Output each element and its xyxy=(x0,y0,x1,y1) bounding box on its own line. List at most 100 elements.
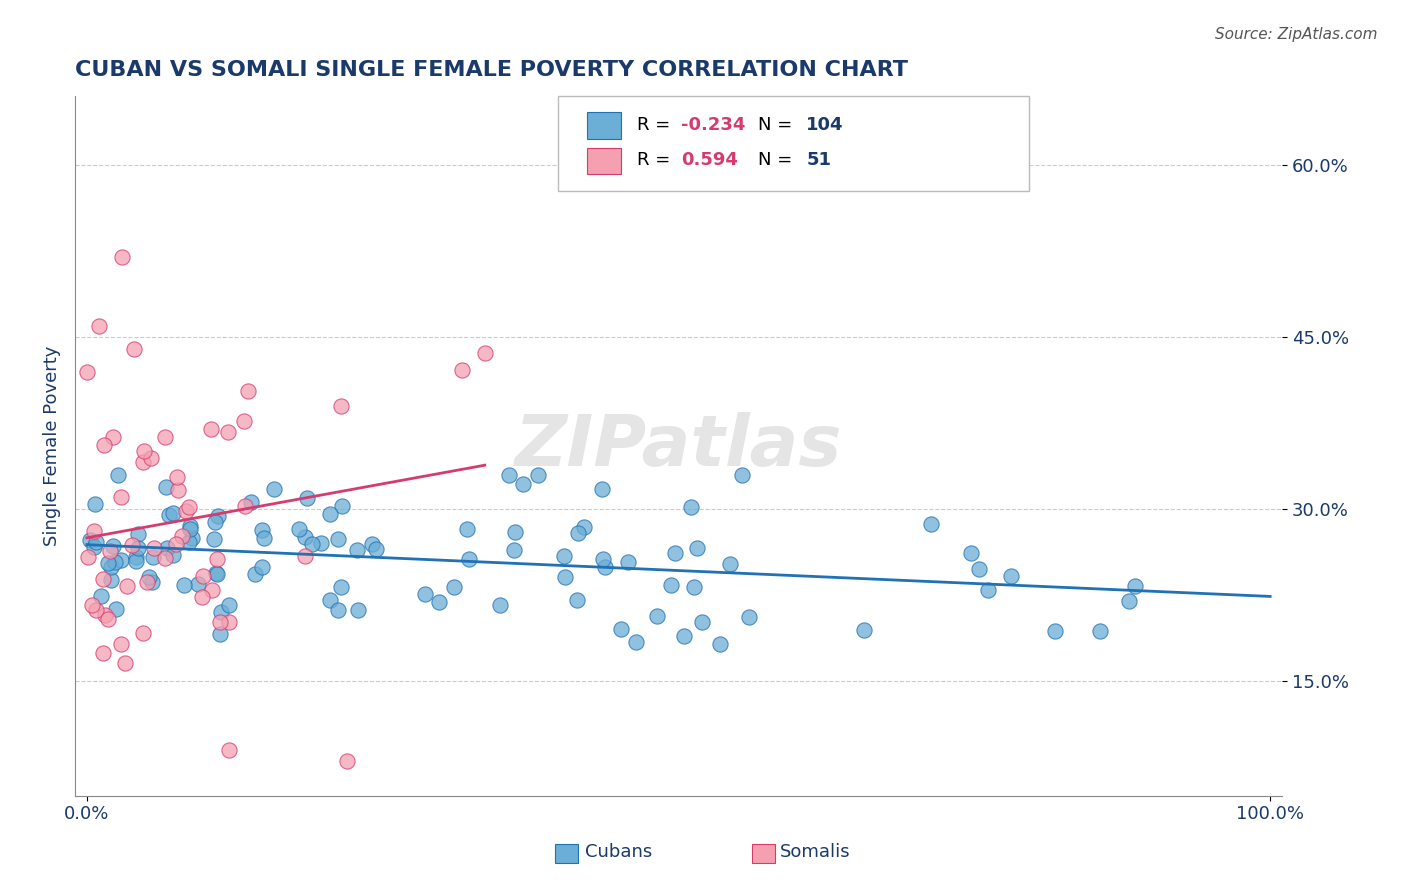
Point xyxy=(84,603,107,617)
Point xyxy=(853,624,876,638)
Point xyxy=(609,622,631,636)
Point xyxy=(202,532,225,546)
Point xyxy=(93,572,115,586)
Point xyxy=(245,567,267,582)
Point xyxy=(690,615,713,629)
Point xyxy=(205,566,228,580)
Text: Cubans: Cubans xyxy=(585,843,652,861)
Point xyxy=(162,506,184,520)
Point xyxy=(295,491,318,506)
Point xyxy=(319,508,342,522)
Text: CUBAN VS SOMALI SINGLE FEMALE POVERTY CORRELATION CHART: CUBAN VS SOMALI SINGLE FEMALE POVERTY CO… xyxy=(75,60,908,79)
Point xyxy=(346,542,368,557)
Point xyxy=(141,575,163,590)
Point xyxy=(301,537,323,551)
Point xyxy=(218,743,240,757)
Point xyxy=(1118,593,1140,607)
Point xyxy=(977,582,1000,597)
Point xyxy=(156,541,179,555)
Y-axis label: Single Female Poverty: Single Female Poverty xyxy=(44,346,60,546)
Point xyxy=(173,577,195,591)
Point xyxy=(681,500,703,515)
Point xyxy=(263,482,285,496)
Point xyxy=(114,656,136,670)
Point xyxy=(155,480,177,494)
Text: Source: ZipAtlas.com: Source: ZipAtlas.com xyxy=(1215,27,1378,42)
Point xyxy=(166,483,188,497)
Point xyxy=(1043,624,1066,638)
Point xyxy=(115,578,138,592)
Point xyxy=(738,609,761,624)
Point xyxy=(111,250,134,264)
Text: -0.234: -0.234 xyxy=(681,116,745,134)
Point xyxy=(1090,624,1112,639)
FancyBboxPatch shape xyxy=(586,112,620,139)
Point xyxy=(83,524,105,538)
Point xyxy=(76,365,98,379)
Point xyxy=(664,546,686,560)
Point xyxy=(166,470,188,484)
Point xyxy=(132,626,155,640)
Point xyxy=(250,560,273,574)
Point xyxy=(709,637,731,651)
Point xyxy=(250,524,273,538)
Point xyxy=(347,603,370,617)
Point xyxy=(456,522,478,536)
Point xyxy=(645,608,668,623)
Point xyxy=(659,577,682,591)
Point xyxy=(311,535,333,549)
Text: N =: N = xyxy=(758,116,799,134)
Point xyxy=(110,637,132,651)
Point xyxy=(135,574,157,589)
Point xyxy=(204,515,226,529)
Point xyxy=(83,541,105,555)
Point xyxy=(218,598,240,612)
FancyBboxPatch shape xyxy=(586,147,620,174)
Point xyxy=(319,592,342,607)
Point xyxy=(252,531,274,545)
Point xyxy=(191,569,214,583)
Point xyxy=(103,540,125,554)
Point xyxy=(218,615,240,630)
Point xyxy=(527,467,550,482)
Point xyxy=(718,557,741,571)
Point xyxy=(165,537,187,551)
Point xyxy=(125,554,148,568)
Point xyxy=(155,550,177,565)
Point xyxy=(364,541,387,556)
Point xyxy=(179,500,201,514)
Point xyxy=(567,526,589,541)
Point xyxy=(626,635,648,649)
Point xyxy=(125,549,148,564)
Point xyxy=(91,646,114,660)
Point xyxy=(84,497,107,511)
Point xyxy=(142,549,165,564)
Point xyxy=(162,549,184,563)
Point xyxy=(443,580,465,594)
Point xyxy=(181,531,204,545)
Point xyxy=(592,552,614,566)
Point xyxy=(427,594,450,608)
Point xyxy=(207,509,229,524)
Point xyxy=(336,755,359,769)
Point xyxy=(79,533,101,547)
Point xyxy=(233,499,256,513)
Text: N =: N = xyxy=(758,151,799,169)
Point xyxy=(294,531,316,545)
Text: R =: R = xyxy=(637,151,676,169)
Point xyxy=(97,612,120,626)
Point xyxy=(98,543,121,558)
Point xyxy=(488,598,510,612)
Point xyxy=(132,455,155,469)
Point xyxy=(179,534,201,549)
Point xyxy=(200,422,222,436)
Point xyxy=(205,551,228,566)
Point xyxy=(474,346,496,360)
Point xyxy=(110,490,132,504)
Point xyxy=(503,524,526,539)
Point xyxy=(672,629,695,643)
Point xyxy=(107,467,129,482)
Point xyxy=(294,549,316,564)
Point xyxy=(731,467,754,482)
Text: 104: 104 xyxy=(807,116,844,134)
